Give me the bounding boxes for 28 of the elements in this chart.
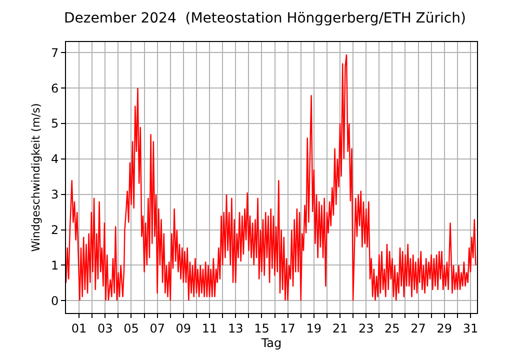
x-tick-label: 09 <box>176 321 192 336</box>
y-tick-label: 4 <box>50 152 59 166</box>
y-tick-label: 0 <box>50 294 59 308</box>
y-tick-label: 3 <box>50 188 59 202</box>
y-axis-title: Windgeschwindigkeit (m/s) <box>30 103 43 252</box>
y-tick-label: 6 <box>50 81 59 96</box>
x-tick-label: 03 <box>98 321 113 336</box>
chart-title: Dezember 2024 (Meteostation Hönggerberg/ETH Zürich) <box>64 10 466 26</box>
x-tick-label: 11 <box>202 321 218 336</box>
x-axis-title: Tag <box>260 336 282 350</box>
y-tick-label: 1 <box>50 258 59 272</box>
x-tick-label: 17 <box>280 321 296 336</box>
x-tick-label: 07 <box>150 321 165 336</box>
x-tick-label: 25 <box>384 321 400 336</box>
y-tick-label: 7 <box>50 46 59 60</box>
x-tick-label: 15 <box>254 321 270 336</box>
x-tick-label: 13 <box>228 321 244 336</box>
x-tick-label: 31 <box>462 321 478 336</box>
x-tick-label: 21 <box>332 321 348 336</box>
x-tick-label: 27 <box>410 321 426 336</box>
y-tick-label: 2 <box>50 222 59 237</box>
line-series <box>66 54 476 302</box>
x-tick-label: 05 <box>124 321 139 336</box>
x-tick-label: 23 <box>358 321 374 336</box>
x-tick-label: 29 <box>436 321 452 336</box>
y-tick-label: 5 <box>50 116 59 131</box>
x-tick-label: 19 <box>306 321 322 336</box>
x-tick-label: 01 <box>71 321 87 336</box>
